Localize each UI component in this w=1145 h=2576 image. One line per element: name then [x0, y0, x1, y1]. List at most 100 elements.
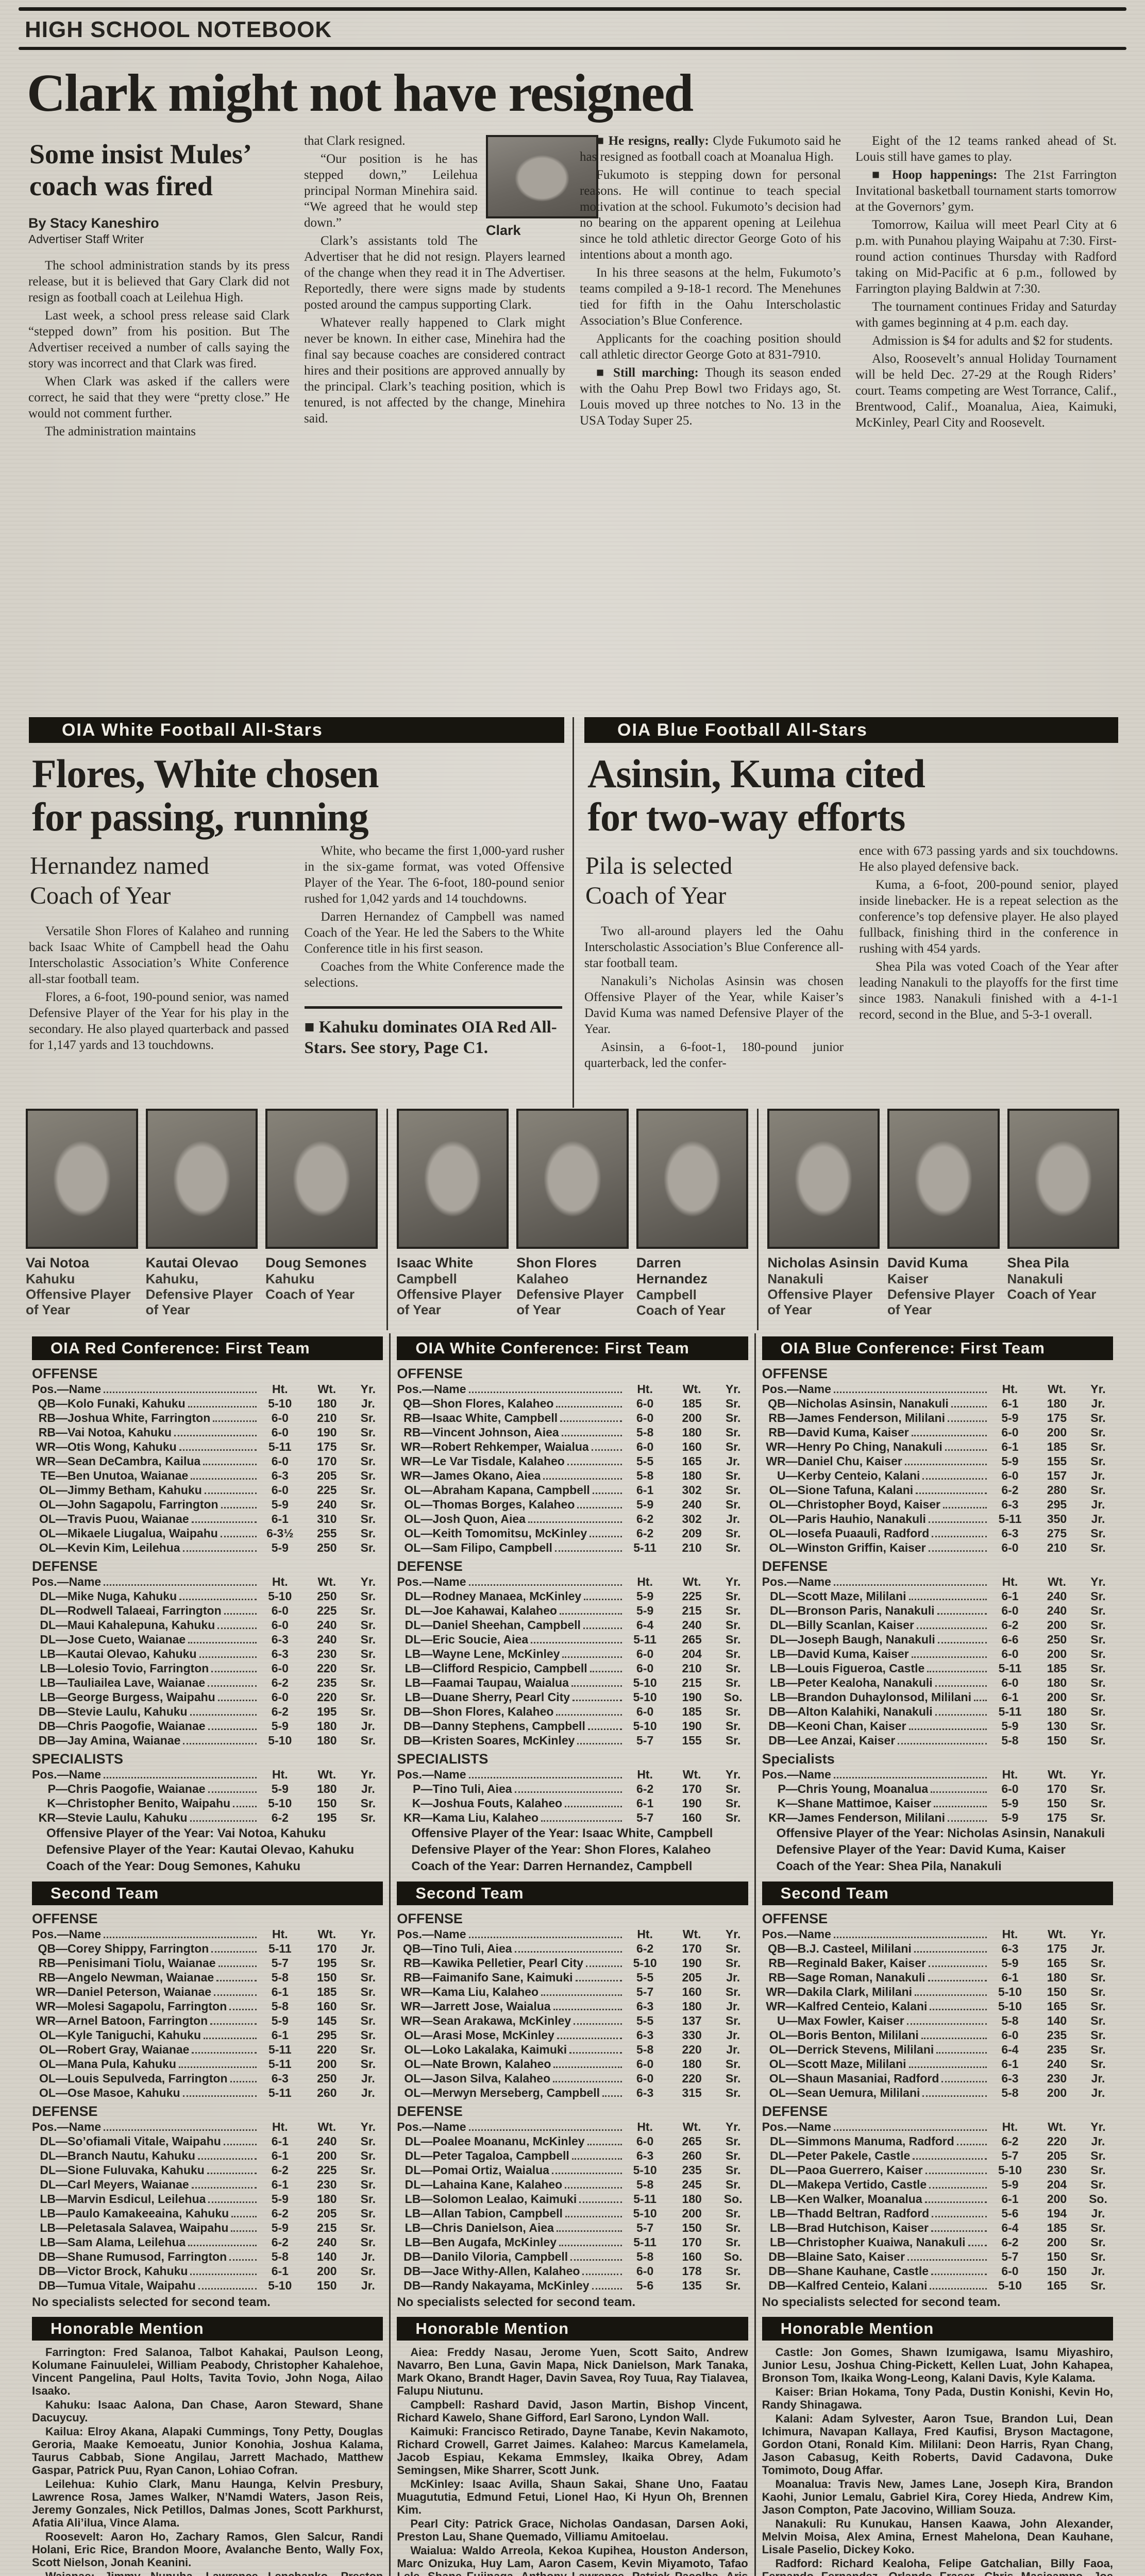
player-position: RB [403, 1956, 421, 1970]
row-weight: 240 [317, 1618, 337, 1632]
row-pos-name: DB—Lee Anzai, Kaiser [762, 1733, 895, 1748]
award-line: Coach of the Year: Doug Semones, Kahuku [46, 1859, 300, 1873]
row-height: 5-9 [271, 1719, 289, 1733]
row-pos-name: DL—Eric Soucie, Aiea [397, 1632, 528, 1647]
table-header-row: Pos.—Name Ht. Wt. Yr. [32, 2120, 383, 2134]
player-row: LB—Christopher Kuaiwa, Nanakuli 6-2 200 Sr. [762, 2235, 1113, 2249]
row-year: Sr. [1090, 1618, 1106, 1632]
row-year: Sr. [360, 2028, 376, 2042]
row-year: Jr. [1091, 1469, 1105, 1482]
mugshot-group-divider [386, 1109, 388, 1330]
paragraph: Tomorrow, Kailua will meet Pearl City at… [855, 218, 1117, 296]
dot-leader [592, 1493, 622, 1494]
mugshot-photo [636, 1109, 749, 1249]
row-year: Sr. [725, 1719, 741, 1733]
dot-leader [833, 1392, 987, 1393]
dot-leader [575, 1980, 622, 1981]
row-pos-name: LB—Peletasala Salavea, Waipahu [32, 2221, 228, 2235]
row-pos-name: OL—Arasi Mose, McKinley [397, 2028, 554, 2042]
dot-leader [602, 2095, 622, 2097]
row-pos-name: DB—Stevie Laulu, Kahuku [32, 1704, 188, 1719]
dot-leader [192, 2052, 257, 2054]
row-weight: 170 [317, 1454, 337, 1468]
row-weight: 175 [1047, 1411, 1067, 1425]
row-weight: Wt. [317, 1768, 336, 1781]
paragraph: When Clark was asked if the callers were… [28, 375, 290, 420]
dot-leader [565, 1806, 622, 1807]
row-height: 6-0 [636, 2057, 654, 2071]
dot-leader [935, 1714, 987, 1716]
hm-school-label: Waianae: [45, 2570, 105, 2576]
row-weight: 185 [1047, 1662, 1067, 1675]
player-row: DB—Kristen Soares, McKinley 5-7 155 Sr. [397, 1733, 748, 1748]
player-row: LB—Louis Figueroa, Castle 5-11 185 Sr. [762, 1661, 1113, 1675]
row-pos-name: RB—James Fenderson, Mililani [762, 1411, 945, 1425]
row-year: Sr. [725, 1705, 741, 1718]
player-position: LB [405, 1662, 421, 1675]
row-year: Jr. [1091, 1942, 1105, 1955]
mugshot-name: Nicholas Asinsin [767, 1255, 879, 1270]
row-year: Sr. [725, 2221, 741, 2234]
paragraph: Shea Pila was voted Coach of the Year af… [859, 960, 1118, 1022]
dot-leader [553, 2009, 622, 2010]
player-position: LB [405, 2221, 421, 2234]
mugshot-group-divider [757, 1109, 759, 1330]
row-pos-name: DL—So’ofiamali Vitale, Waipahu [32, 2134, 221, 2148]
hm-school-label: Kaiser: [775, 2385, 819, 2398]
row-height: 5-6 [1001, 2207, 1019, 2220]
white-col2-paras: White, who became the first 1,000-yard r… [305, 843, 565, 991]
paragraph: ■ He resigns, really: Clyde Fukumoto sai… [580, 134, 841, 164]
row-weight: Wt. [682, 2120, 701, 2133]
row-weight: 185 [682, 1705, 702, 1718]
row-pos-name: Pos.—Name [762, 1574, 831, 1589]
player-position: DB [768, 1705, 786, 1718]
row-height: 6-1 [271, 2264, 289, 2278]
hm-school-label: Kahuku: [45, 2398, 98, 2411]
dot-leader [514, 1951, 622, 1953]
row-pos-name: OL—Jason Silva, Kalaheo [397, 2071, 550, 2086]
row-year: Sr. [725, 1797, 741, 1810]
player-position: DL [405, 1589, 421, 1603]
dot-leader [183, 1743, 257, 1744]
mugshot-cell: Vai Notoa Kahuku Offensive Player of Year [26, 1109, 138, 1330]
player-row: TE—Ben Unutoa, Waianae 6-3 205 Sr. [32, 1468, 383, 1483]
row-pos-name: Pos.—Name [397, 2120, 466, 2134]
hm-school-label: Kailua: [45, 2425, 88, 2438]
row-weight: 260 [682, 2149, 702, 2162]
paragraph: Eight of the 12 teams ranked ahead of St… [855, 134, 1117, 164]
row-weight: 240 [682, 1618, 702, 1632]
player-position: DL [40, 2163, 56, 2177]
player-row: RB—David Kuma, Kaiser 6-0 200 Sr. [762, 1425, 1113, 1439]
row-weight: 200 [682, 1411, 702, 1425]
row-year: Yr. [1090, 1927, 1106, 1941]
row-height: 5-11 [633, 2192, 657, 2206]
player-position: OL [769, 1483, 786, 1497]
row-weight: 210 [682, 1662, 702, 1675]
row-height: 5-11 [268, 1942, 292, 1955]
dot-leader [208, 1791, 257, 1793]
honorable-mention-bar: Honorable Mention [32, 2317, 383, 2341]
player-row: RB—James Fenderson, Mililani 5-9 175 Sr. [762, 1411, 1113, 1425]
player-row: OL—Paris Hauhio, Nanakuli 5-11 350 Jr. [762, 1512, 1113, 1526]
unit-label: SPECIALISTS [32, 1751, 124, 1767]
row-height: 6-1 [271, 1512, 289, 1526]
mugshot-photo [1007, 1109, 1119, 1249]
unit-label: OFFENSE [397, 1911, 463, 1926]
lead-col1-paras: The school administration stands by its … [28, 258, 290, 439]
row-year: Yr. [360, 2120, 376, 2133]
row-pos-name: OL—Abraham Kapana, Campbell [397, 1483, 590, 1497]
row-pos-name: DL—Maui Kahalepuna, Kahuku [32, 1618, 215, 1632]
dot-leader [208, 1728, 257, 1730]
row-height: 5-11 [268, 1440, 292, 1453]
player-position: LB [40, 1662, 56, 1675]
table-header-row: Pos.—Name Ht. Wt. Yr. [397, 2120, 748, 2134]
row-height: Ht. [272, 1927, 288, 1941]
row-year: Sr. [1090, 1811, 1106, 1824]
dot-leader [557, 2038, 622, 2039]
row-height: 6-3 [271, 1647, 289, 1660]
player-row: OL—Sione Tafuna, Kalani 6-2 280 Sr. [762, 1483, 1113, 1497]
col-header-pos-name: Pos.—Name [762, 1382, 831, 1396]
row-height: 6-2 [271, 1811, 289, 1824]
player-position: OL [404, 2086, 421, 2099]
dot-leader [214, 1994, 257, 1996]
